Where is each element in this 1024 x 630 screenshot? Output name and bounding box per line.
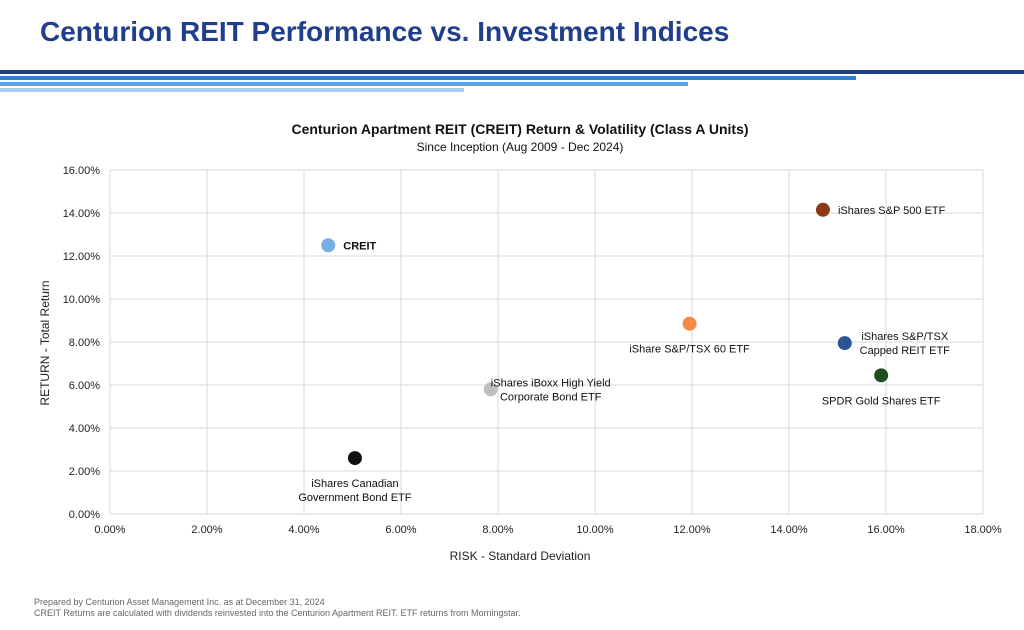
data-point [837, 336, 852, 351]
header-rule-mid-blue [0, 82, 688, 86]
data-label: iShares S&P 500 ETF [838, 205, 946, 217]
data-point [874, 368, 889, 383]
x-tick-label: 4.00% [288, 524, 319, 536]
x-tick-label: 2.00% [191, 524, 222, 536]
header-rule-navy [0, 70, 1024, 74]
y-tick-label: 4.00% [69, 423, 100, 435]
x-tick-label: 8.00% [482, 524, 513, 536]
y-tick-label: 16.00% [63, 165, 101, 177]
x-tick-label: 16.00% [867, 524, 905, 536]
x-tick-label: 10.00% [576, 524, 614, 536]
y-tick-label: 10.00% [63, 294, 101, 306]
data-label: Government Bond ETF [298, 492, 411, 504]
data-label: iShares Canadian [311, 478, 398, 490]
y-axis-label: RETURN - Total Return [38, 280, 52, 405]
data-point [815, 202, 830, 217]
data-point [321, 238, 336, 253]
data-label: iShares iBoxx High Yield [491, 377, 611, 389]
data-point [347, 451, 362, 466]
chart-title: Centurion Apartment REIT (CREIT) Return … [291, 121, 748, 137]
header-rule-light-blue [0, 88, 464, 92]
x-tick-label: 0.00% [94, 524, 125, 536]
data-label: CREIT [343, 240, 376, 252]
y-tick-label: 12.00% [63, 251, 101, 263]
plot-area: 0.00% 2.00% 4.00% 6.00% 8.00% 10.00% 12.00% 14.… [63, 165, 1002, 536]
scatter-chart: Centurion Apartment REIT (CREIT) Return … [38, 121, 1002, 563]
chart-subtitle: Since Inception (Aug 2009 - Dec 2024) [417, 140, 624, 154]
y-tick-label: 8.00% [69, 337, 100, 349]
data-label: Corporate Bond ETF [500, 391, 602, 403]
x-tick-label: 6.00% [385, 524, 416, 536]
data-label: iShare S&P/TSX 60 ETF [629, 344, 750, 356]
header-rule-blue [0, 76, 856, 80]
x-tick-label: 14.00% [770, 524, 808, 536]
data-point [682, 316, 697, 331]
y-tick-label: 2.00% [69, 466, 100, 478]
y-tick-label: 6.00% [69, 380, 100, 392]
y-tick-label: 14.00% [63, 208, 101, 220]
data-label: SPDR Gold Shares ETF [822, 395, 941, 407]
data-label: Capped REIT ETF [860, 345, 951, 357]
data-point [483, 382, 498, 397]
footnote-methodology: CREIT Returns are calculated with divide… [34, 608, 521, 618]
x-axis-label: RISK - Standard Deviation [450, 549, 591, 563]
footnote-prepared-by: Prepared by Centurion Asset Management I… [34, 597, 325, 607]
x-tick-label: 18.00% [964, 524, 1002, 536]
y-tick-label: 0.00% [69, 509, 100, 521]
page-title: Centurion REIT Performance vs. Investmen… [40, 16, 730, 47]
data-label: iShares S&P/TSX [861, 331, 948, 343]
x-tick-label: 12.00% [673, 524, 711, 536]
